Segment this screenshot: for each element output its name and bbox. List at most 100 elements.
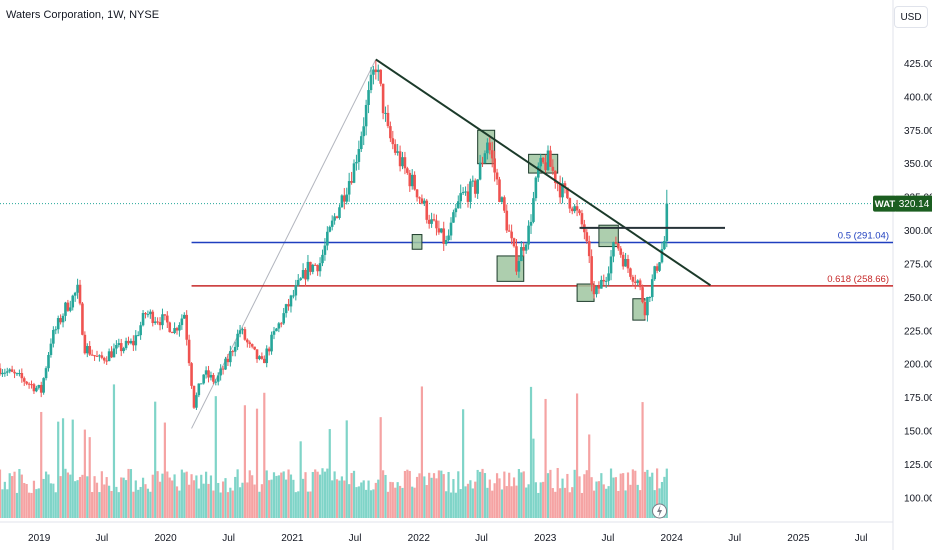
volume-bar	[11, 476, 14, 518]
volume-bar	[285, 479, 288, 518]
candle	[488, 137, 492, 155]
candle-body	[464, 191, 467, 193]
volume-bar	[629, 484, 632, 518]
volume-bar	[663, 476, 666, 518]
volume-bar	[573, 469, 576, 518]
volume-bar	[382, 470, 385, 518]
fib-trend-line	[191, 59, 377, 429]
candle-body	[573, 206, 576, 212]
candle	[495, 168, 499, 186]
candle-body	[665, 203, 669, 241]
candle	[459, 184, 463, 209]
candle-body	[59, 318, 62, 323]
candle-body	[299, 278, 302, 280]
candle	[507, 224, 511, 232]
candle-body	[636, 280, 640, 283]
candle	[267, 346, 271, 356]
candle	[500, 196, 504, 204]
candle-body	[609, 256, 613, 274]
candle	[294, 279, 298, 301]
candle	[178, 322, 181, 337]
volume-bar	[491, 490, 494, 518]
x-tick-label: 2025	[787, 533, 810, 544]
volume-bar	[246, 482, 249, 518]
candle	[204, 366, 208, 379]
candle	[25, 380, 28, 386]
candle-body	[604, 280, 608, 282]
volume-bar	[660, 481, 664, 518]
y-tick-label: 300.00	[904, 226, 932, 237]
candle	[328, 225, 332, 233]
volume-bar	[205, 471, 208, 518]
candle	[127, 336, 130, 346]
volume-bar	[289, 474, 293, 518]
volume-bar	[386, 491, 390, 518]
candle-body	[641, 287, 644, 303]
x-tick-label: Jul	[475, 533, 488, 544]
candle-body	[427, 219, 431, 224]
candle	[609, 250, 613, 281]
candle-body	[1, 372, 4, 375]
candle-body	[199, 383, 203, 385]
candle	[384, 106, 387, 122]
volume-bar	[188, 484, 191, 518]
candle-body	[510, 231, 513, 239]
candle	[122, 346, 125, 354]
candle-body	[224, 358, 227, 370]
volume-bar	[377, 479, 380, 518]
candle-body	[461, 192, 465, 194]
candle-body	[115, 345, 118, 349]
volume-bar	[110, 490, 113, 518]
candle	[362, 117, 366, 146]
candle	[367, 81, 370, 114]
candle	[44, 366, 48, 381]
volume-bar	[78, 476, 82, 518]
candle	[515, 238, 518, 276]
candle	[287, 298, 290, 311]
volume-bar	[607, 486, 610, 518]
candle	[573, 204, 576, 214]
x-tick-label: 2023	[534, 533, 557, 544]
volume-bar	[512, 477, 516, 518]
volume-bar	[3, 481, 6, 518]
candle	[47, 352, 50, 372]
candle	[241, 327, 244, 335]
volume-bar	[360, 482, 363, 518]
volume-bar	[457, 471, 460, 518]
y-tick-label: 350.00	[904, 159, 932, 170]
candle	[107, 348, 111, 362]
candle-body	[333, 216, 336, 221]
volume-bar	[350, 473, 353, 518]
x-tick-label: 2024	[661, 533, 684, 544]
volume-bar	[139, 486, 142, 518]
candle-body	[85, 346, 89, 354]
candle-body	[619, 248, 623, 255]
candle	[185, 310, 189, 346]
volume-bar	[420, 386, 424, 518]
volume-bar	[248, 470, 251, 518]
volume-bar	[408, 470, 411, 518]
candle	[296, 274, 300, 287]
volume-bar	[575, 393, 579, 518]
candle	[83, 331, 87, 355]
candle	[633, 274, 637, 290]
candle-body	[141, 313, 145, 326]
candle-body	[478, 162, 482, 180]
candle-body	[0, 368, 2, 375]
volume-bar	[168, 477, 171, 518]
volume-bar	[544, 398, 547, 518]
candle	[202, 374, 205, 385]
volume-bar	[515, 485, 518, 518]
candle	[214, 378, 218, 386]
volume-bar	[510, 486, 513, 518]
currency-button[interactable]: USD	[894, 6, 928, 28]
candle	[260, 352, 264, 360]
candle	[197, 383, 201, 398]
candle	[313, 263, 317, 266]
candle	[614, 236, 618, 245]
candle	[658, 262, 661, 272]
candle	[396, 143, 399, 156]
volume-bar	[299, 441, 302, 518]
candle	[32, 382, 36, 395]
